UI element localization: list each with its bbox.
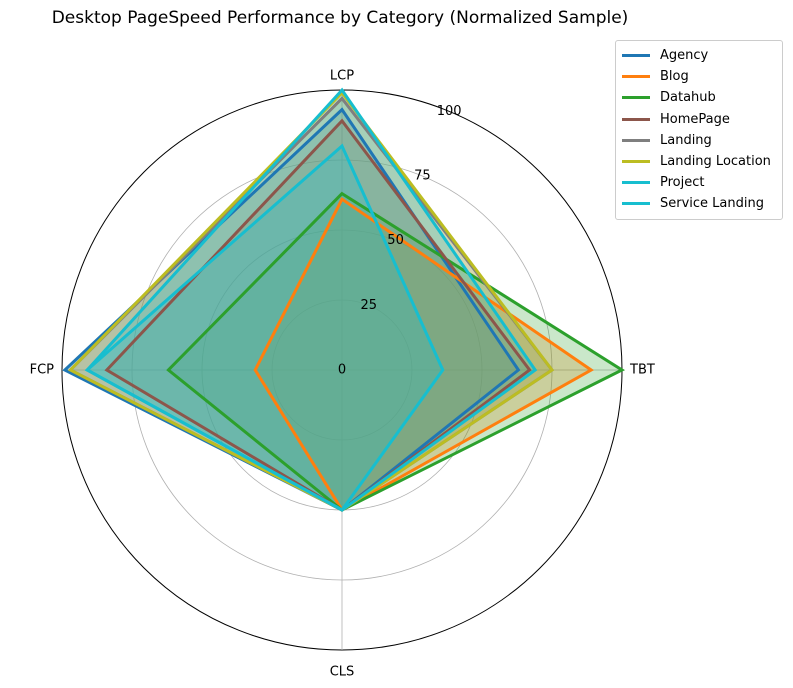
legend-swatch — [622, 54, 650, 58]
legend: Agency Blog Datahub HomePage Landing Landing … — [615, 40, 783, 220]
series-fill — [70, 92, 553, 511]
axis-label: CLS — [330, 665, 355, 680]
series-lines — [62, 87, 626, 513]
legend-item: Landing Location — [616, 151, 782, 172]
axis-labels: 0 25 50 75 100 LCP TBT CLS FCP — [30, 69, 655, 680]
series-fill — [255, 199, 592, 510]
series-fill — [70, 98, 553, 511]
legend-swatch — [622, 138, 650, 142]
legend-label: Blog — [660, 69, 689, 85]
radial-tick-label: 0 — [338, 363, 346, 378]
legend-item: Blog — [616, 66, 782, 87]
legend-item: HomePage — [616, 109, 782, 130]
legend-swatch — [622, 75, 650, 79]
chart-title: Desktop PageSpeed Performance by Categor… — [51, 8, 629, 28]
radial-tick-label: 50 — [387, 233, 404, 248]
legend-label: Agency — [660, 48, 709, 64]
legend-label: Service Landing — [660, 196, 764, 212]
axis-label: FCP — [30, 363, 55, 378]
series-fill — [64, 109, 519, 510]
legend-item: Agency — [616, 45, 782, 66]
series-fill — [168, 193, 622, 510]
legend-item: Datahub — [616, 87, 782, 108]
legend-swatch — [622, 96, 650, 100]
legend-label: Project — [660, 175, 705, 191]
legend-label: Datahub — [660, 90, 716, 106]
axis-label: TBT — [629, 363, 655, 378]
series-line — [84, 143, 445, 512]
legend-label: Landing — [660, 132, 712, 148]
axis-label: LCP — [330, 69, 354, 84]
series-fill — [87, 146, 443, 510]
legend-swatch — [622, 202, 650, 206]
legend-label: Landing Location — [660, 154, 771, 170]
legend-swatch — [622, 117, 650, 121]
legend-label: HomePage — [660, 111, 730, 127]
series-fill — [106, 120, 530, 511]
legend-item: Landing — [616, 130, 782, 151]
legend-swatch — [622, 181, 650, 185]
legend-item: Service Landing — [616, 193, 782, 214]
series-fill — [87, 90, 536, 510]
series-fills — [64, 90, 622, 511]
radial-tick-label: 100 — [437, 104, 462, 119]
radial-tick-label: 75 — [414, 168, 431, 183]
legend-swatch — [622, 160, 650, 164]
legend-item: Project — [616, 172, 782, 193]
radial-tick-label: 25 — [361, 298, 378, 313]
